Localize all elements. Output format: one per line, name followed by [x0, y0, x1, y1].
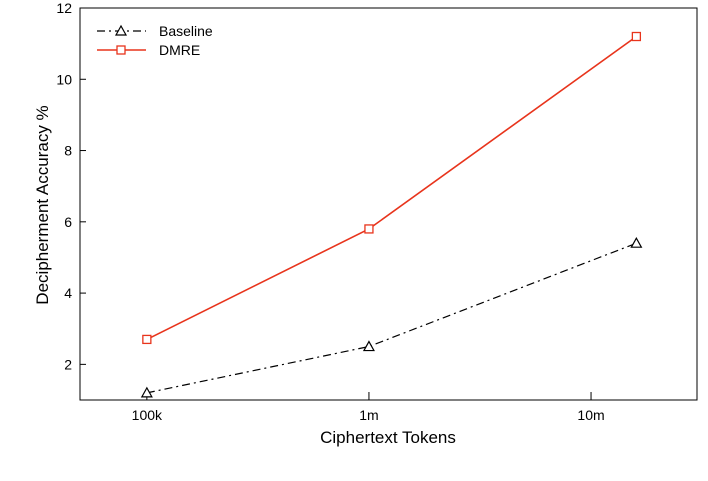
y-tick-label: 4 — [64, 285, 72, 301]
legend-label-dmre: DMRE — [159, 42, 200, 58]
data-point-dmre — [364, 224, 374, 234]
y-tick-label: 6 — [64, 214, 72, 230]
y-tick-label: 10 — [56, 71, 72, 87]
data-point-dmre — [142, 334, 152, 345]
data-point-dmre — [631, 31, 642, 42]
legend-marker-baseline — [114, 24, 128, 36]
y-axis-label: Decipherment Accuracy % — [33, 105, 52, 304]
data-point-baseline — [630, 236, 643, 248]
series-line-dmre — [146, 35, 637, 341]
x-axis-ticks: 100k 1m 10m — [132, 392, 605, 423]
y-tick-label: 2 — [64, 356, 72, 372]
x-tick-label: 1m — [359, 407, 378, 423]
y-axis-ticks: 2 4 6 8 10 12 — [56, 0, 86, 372]
legend-marker-dmre — [116, 45, 126, 55]
plot-frame — [79, 7, 698, 401]
series-layer — [140, 31, 643, 398]
legend: Baseline DMRE — [97, 23, 213, 58]
x-tick-label: 10m — [577, 407, 604, 423]
x-axis-label: Ciphertext Tokens — [320, 428, 456, 447]
y-tick-label: 8 — [64, 143, 72, 159]
data-point-baseline — [362, 340, 375, 352]
series-line-baseline — [146, 242, 637, 394]
x-tick-label: 100k — [132, 407, 163, 423]
y-tick-label: 12 — [56, 0, 72, 16]
data-point-baseline — [140, 386, 153, 398]
legend-label-baseline: Baseline — [159, 23, 213, 39]
